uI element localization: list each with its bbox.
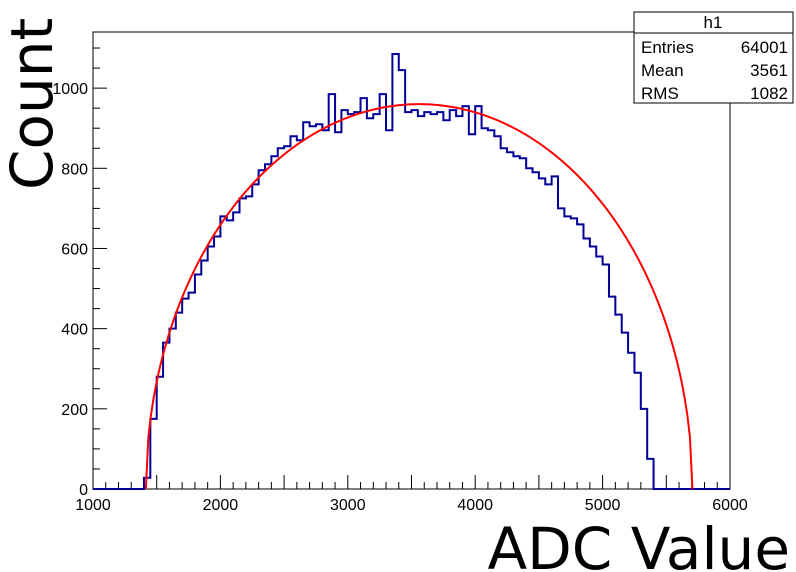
fit-line	[144, 103, 694, 490]
histogram-line	[93, 53, 730, 490]
y-tick-label: 200	[61, 402, 88, 419]
y-tick-label: 800	[61, 161, 88, 178]
y-tick-label: 1000	[52, 81, 88, 98]
stats-mean-value: 3561	[750, 61, 788, 80]
x-axis: 1000 2000 3000 4000 5000 6000	[75, 475, 748, 514]
stats-entries-label: Entries	[641, 38, 694, 57]
stats-box: h1 Entries 64001 Mean 3561 RMS 1082	[633, 11, 794, 104]
x-tick-label: 4000	[457, 497, 493, 514]
y-axis-title: Count	[0, 18, 66, 190]
histogram	[93, 53, 730, 490]
stats-box-frame	[633, 11, 794, 104]
y-axis: 0 200 400 600 800 1000	[52, 47, 107, 499]
x-tick-label: 6000	[712, 497, 748, 514]
stats-rms-label: RMS	[641, 84, 679, 103]
y-tick-label: 400	[61, 322, 88, 339]
x-tick-label: 1000	[75, 497, 111, 514]
stats-box-title: h1	[704, 13, 723, 32]
stats-entries-value: 64001	[741, 38, 788, 57]
fit-curve	[144, 103, 694, 490]
y-tick-label: 600	[61, 241, 88, 258]
stats-rms-value: 1082	[750, 84, 788, 103]
x-axis-title: ADC Value	[487, 515, 790, 572]
x-tick-label: 3000	[330, 497, 366, 514]
y-tick-label: 0	[79, 482, 88, 499]
x-tick-label: 2000	[203, 497, 239, 514]
x-tick-label: 5000	[585, 497, 621, 514]
stats-mean-label: Mean	[641, 61, 684, 80]
